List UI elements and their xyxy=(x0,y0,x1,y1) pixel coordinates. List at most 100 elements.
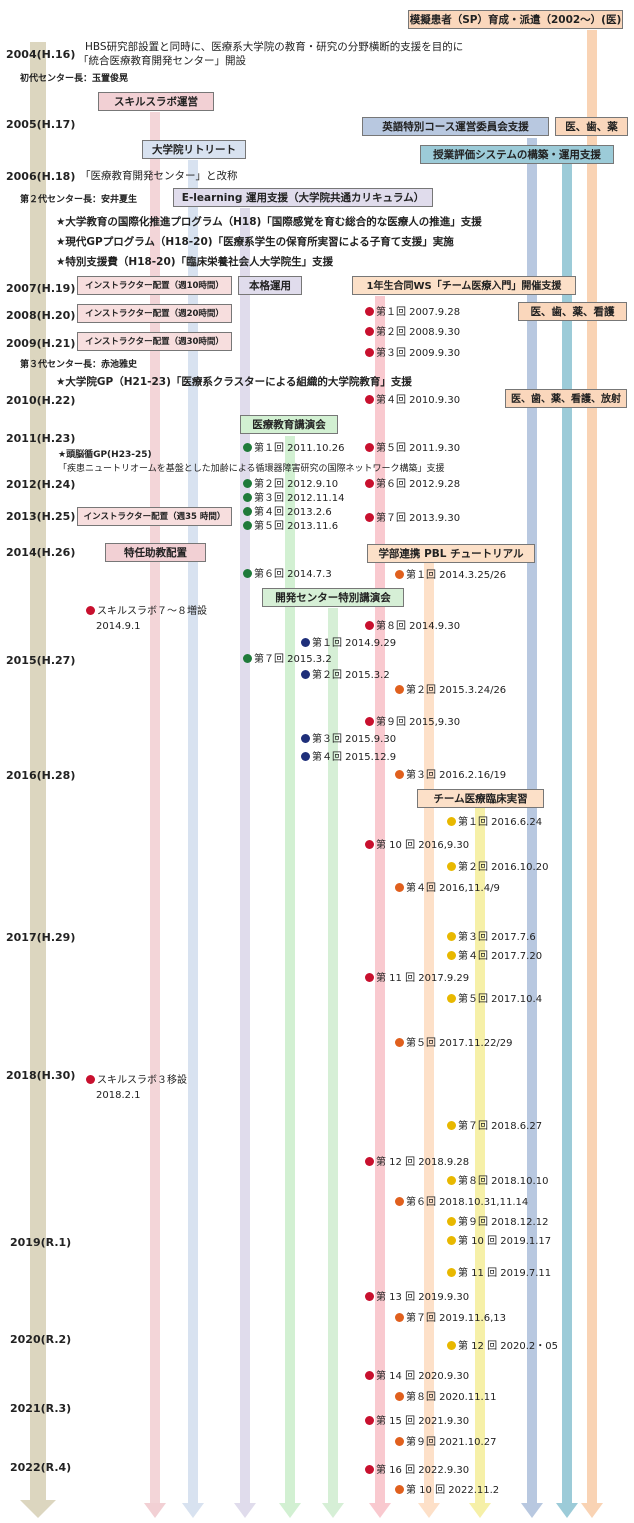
pbl-event: 第８回 2020.11.11 xyxy=(395,1392,496,1404)
sp-label: 模擬患者（SP）育成・派遣（2002～）(医) xyxy=(408,10,623,29)
yellow-dot-icon xyxy=(447,1236,456,1245)
red-dot-icon xyxy=(365,973,374,982)
clinical-event: 第 12 回 2020.2・05 xyxy=(447,1341,558,1353)
faculty-label-2: 医、歯、薬、看護 xyxy=(518,302,627,321)
faculty-label-3: 医、歯、薬、看護、放射 xyxy=(505,389,627,408)
team-ws-event: 第 12 回 2018.9.28 xyxy=(365,1157,469,1169)
support-program-5-title: 「疾患ニュートリオームを基盤とした加齢による循環器障害研究の国際ネットワーク構築… xyxy=(58,464,445,474)
green-dot-icon xyxy=(243,507,252,516)
med-edu-event: 第６回 2014.7.3 xyxy=(243,569,332,581)
red-dot-icon xyxy=(365,1157,374,1166)
clinical-event: 第７回 2018.6.27 xyxy=(447,1121,542,1133)
red-dot-icon xyxy=(365,717,374,726)
clinical-event: 第４回 2017.7.20 xyxy=(447,951,542,963)
timeline-axis-arrow xyxy=(20,42,56,1518)
elearning-label: E-learning 運用支援（大学院共通カリキュラム） xyxy=(173,188,433,207)
navy-dot-icon xyxy=(301,638,310,647)
year-label: 2016(H.28) xyxy=(6,769,76,782)
red-dot-icon xyxy=(365,443,374,452)
lane-clinical-arrow xyxy=(469,808,491,1518)
lane-pbl-arrow xyxy=(418,563,440,1518)
red-dot-icon xyxy=(86,1075,95,1084)
green-dot-icon xyxy=(243,479,252,488)
lane-eng-arrow xyxy=(521,138,543,1518)
pbl-event: 第４回 2016,11.4/9 xyxy=(395,883,500,895)
support-program-2: ★現代GPプログラム（H18-20)「医療系学生の保育所実習による子育て支援」実… xyxy=(56,236,454,248)
clinical-event: 第３回 2017.7.6 xyxy=(447,932,536,944)
year-label: 2012(H.24) xyxy=(6,478,76,491)
orange-dot-icon xyxy=(395,1313,404,1322)
med-edu-event: 第２回 2012.9.10 xyxy=(243,479,338,491)
pbl-tutorial-label: 学部連携 PBL チュートリアル xyxy=(367,544,535,563)
yellow-dot-icon xyxy=(447,1121,456,1130)
red-dot-icon xyxy=(365,327,374,336)
med-edu-event: 第３回 2012.11.14 xyxy=(243,493,344,505)
red-dot-icon xyxy=(365,840,374,849)
red-dot-icon xyxy=(365,1292,374,1301)
lane-special-arrow xyxy=(322,608,344,1518)
instructor-20-label: インストラクター配置（週20時間） xyxy=(77,304,232,323)
red-dot-icon xyxy=(365,395,374,404)
instructor-35-label: インストラクター配置（週35 時間） xyxy=(77,507,232,526)
first-director: 初代センター長：玉置俊晃 xyxy=(20,74,129,84)
team-ws-event: 第１回 2007.9.28 xyxy=(365,307,460,319)
green-dot-icon xyxy=(243,654,252,663)
pbl-event: 第 10 回 2022.11.2 xyxy=(395,1485,499,1497)
pbl-event: 第６回 2018.10.31,11.14 xyxy=(395,1197,528,1209)
rename-text: 「医療教育開発センター」と改称 xyxy=(80,170,238,182)
team-ws-event: 第 15 回 2021.9.30 xyxy=(365,1416,469,1428)
year-label: 2022(R.4) xyxy=(10,1461,72,1474)
year-label: 2020(R.2) xyxy=(10,1333,72,1346)
year-label: 2009(H.21) xyxy=(6,337,76,350)
med-edu-event: 第５回 2013.11.6 xyxy=(243,521,338,533)
orange-dot-icon xyxy=(395,685,404,694)
support-program-3: ★特別支援費（H18-20)「臨床栄養社会人大学院生」支援 xyxy=(56,256,334,268)
special-lecture-label: 開発センター特別講演会 xyxy=(262,588,404,607)
orange-dot-icon xyxy=(395,1437,404,1446)
red-dot-icon xyxy=(365,348,374,357)
clinical-event: 第８回 2018.10.10 xyxy=(447,1176,548,1188)
team-ws-event: 第３回 2009.9.30 xyxy=(365,348,460,360)
orange-dot-icon xyxy=(395,570,404,579)
instructor-30-label: インストラクター配置（週30時間） xyxy=(77,332,232,351)
yellow-dot-icon xyxy=(447,862,456,871)
yellow-dot-icon xyxy=(447,1341,456,1350)
team-ws-event: 第 14 回 2020.9.30 xyxy=(365,1371,469,1383)
navy-dot-icon xyxy=(301,752,310,761)
pbl-event: 第３回 2016.2.16/19 xyxy=(395,770,506,782)
clinical-event: 第１回 2016.6.24 xyxy=(447,817,542,829)
team-ws-event: 第２回 2008.9.30 xyxy=(365,327,460,339)
med-edu-event: 第４回 2013.2.6 xyxy=(243,507,332,519)
year-label: 2021(R.3) xyxy=(10,1402,72,1415)
yellow-dot-icon xyxy=(447,1176,456,1185)
red-dot-icon xyxy=(86,606,95,615)
founding-text: HBS研究部設置と同時に、医療系大学院の教育・研究の分野横断的支援を目的に xyxy=(85,41,464,53)
team-ws-event: 第６回 2012.9.28 xyxy=(365,479,460,491)
support-program-1: ★大学教育の国際化推進プログラム（H18)「国際感覚を育む総合的な医療人の推進」… xyxy=(56,216,482,228)
skills-move-event: スキルスラボ３移設 xyxy=(86,1075,187,1087)
special-lecture-event: 第１回 2014.9.29 xyxy=(301,638,396,650)
year-label: 2006(H.18) xyxy=(6,170,76,183)
grad-retreat-label: 大学院リトリート xyxy=(142,140,246,159)
team-ws-label: 1年生合同WS「チーム医療入門」開催支援 xyxy=(352,276,576,295)
team-ws-event: 第４回 2010.9.30 xyxy=(365,395,460,407)
lane-skills-arrow xyxy=(144,112,166,1518)
team-ws-event: 第５回 2011.9.30 xyxy=(365,443,460,455)
pbl-event: 第２回 2015.3.24/26 xyxy=(395,685,506,697)
special-lecture-event: 第２回 2015.3.2 xyxy=(301,670,390,682)
clinical-event: 第 11 回 2019.7.11 xyxy=(447,1268,551,1280)
pbl-event: 第１回 2014.3.25/26 xyxy=(395,570,506,582)
founding-name: 「統合医療教育開発センター」開設 xyxy=(78,55,246,67)
team-ws-event: 第 11 回 2017.9.29 xyxy=(365,973,469,985)
navy-dot-icon xyxy=(301,734,310,743)
yellow-dot-icon xyxy=(447,1268,456,1277)
skills-lab-label: スキルスラボ運営 xyxy=(98,92,214,111)
year-label: 2004(H.16) xyxy=(6,48,76,61)
special-lecture-event: 第３回 2015.9.30 xyxy=(301,734,396,746)
lane-mededu-arrow xyxy=(279,436,301,1518)
support-program-5: ★頭脳循GP(H23-25) xyxy=(58,450,152,460)
orange-dot-icon xyxy=(395,883,404,892)
red-dot-icon xyxy=(365,513,374,522)
year-label: 2008(H.20) xyxy=(6,309,76,322)
